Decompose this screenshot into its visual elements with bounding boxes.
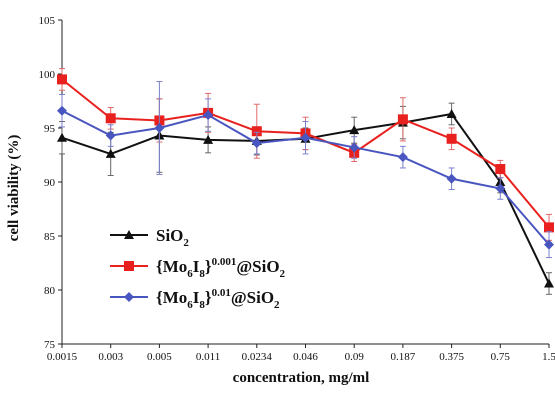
y-tick-label: 80 bbox=[44, 285, 56, 297]
series-3 bbox=[57, 81, 554, 259]
y-tick-label: 75 bbox=[44, 339, 56, 351]
x-tick-label: 0.005 bbox=[147, 351, 172, 363]
legend-entry-3: {Mo6I8}0.01@SiO2 bbox=[110, 287, 280, 311]
x-tick-label: 0.375 bbox=[439, 351, 464, 363]
x-tick-label: 0.09 bbox=[345, 351, 365, 363]
x-tick-label: 0.187 bbox=[391, 351, 416, 363]
legend-entry-1: SiO2 bbox=[110, 226, 189, 249]
data-point bbox=[105, 113, 116, 124]
x-tick-label: 1.5 bbox=[542, 351, 555, 363]
x-tick-labels: 0.0015 0.003 0.005 0.011 0.0234 0.046 0.09 0.18… bbox=[47, 351, 555, 363]
legend-marker bbox=[124, 230, 134, 239]
data-point bbox=[397, 152, 408, 163]
x-tick-label: 0.75 bbox=[491, 351, 511, 363]
data-point bbox=[446, 173, 457, 184]
legend-marker bbox=[124, 261, 134, 271]
data-point bbox=[251, 138, 262, 149]
x-tick-label: 0.0234 bbox=[242, 351, 273, 363]
y-tick-labels: 75 80 85 90 95 100 105 bbox=[39, 15, 56, 351]
legend-label: {Mo6I8}0.01@SiO2 bbox=[156, 287, 280, 311]
data-point bbox=[544, 239, 554, 250]
plot-area bbox=[57, 68, 554, 295]
x-tick-label: 0.011 bbox=[196, 351, 220, 363]
data-point bbox=[446, 108, 457, 118]
data-point bbox=[446, 133, 457, 144]
legend-label: {Mo6I8}0.001@SiO2 bbox=[156, 256, 286, 280]
data-point bbox=[300, 132, 311, 143]
data-point bbox=[57, 74, 67, 85]
data-point bbox=[57, 132, 67, 142]
y-tick-label: 95 bbox=[44, 123, 56, 135]
x-tick-label: 0.0015 bbox=[47, 351, 78, 363]
data-point bbox=[495, 183, 506, 194]
data-point bbox=[105, 148, 116, 158]
data-point bbox=[349, 142, 360, 153]
data-point bbox=[203, 110, 214, 121]
data-point bbox=[495, 164, 506, 175]
data-point bbox=[154, 123, 165, 133]
data-point bbox=[397, 114, 408, 125]
data-point bbox=[349, 125, 360, 135]
x-tick-label: 0.046 bbox=[293, 351, 318, 363]
data-point bbox=[105, 130, 116, 141]
data-point bbox=[544, 278, 554, 288]
data-point bbox=[544, 222, 554, 233]
y-axis-title: cell viability (%) bbox=[6, 135, 22, 242]
legend: SiO2 {Mo6I8}0.001@SiO2 {Mo6I8}0.01@SiO2 bbox=[110, 226, 286, 311]
y-tick-label: 85 bbox=[44, 231, 56, 243]
legend-entry-2: {Mo6I8}0.001@SiO2 bbox=[110, 256, 286, 280]
legend-marker bbox=[124, 292, 134, 302]
data-point bbox=[203, 134, 214, 144]
y-tick-label: 100 bbox=[39, 69, 56, 81]
data-point bbox=[251, 126, 262, 137]
legend-label: SiO2 bbox=[156, 226, 189, 249]
x-tick-label: 0.003 bbox=[98, 351, 123, 363]
data-point bbox=[57, 105, 67, 116]
y-tick-label: 105 bbox=[39, 15, 56, 27]
y-tick-label: 90 bbox=[44, 177, 56, 189]
x-axis-title: concentration, mg/ml bbox=[233, 370, 370, 386]
